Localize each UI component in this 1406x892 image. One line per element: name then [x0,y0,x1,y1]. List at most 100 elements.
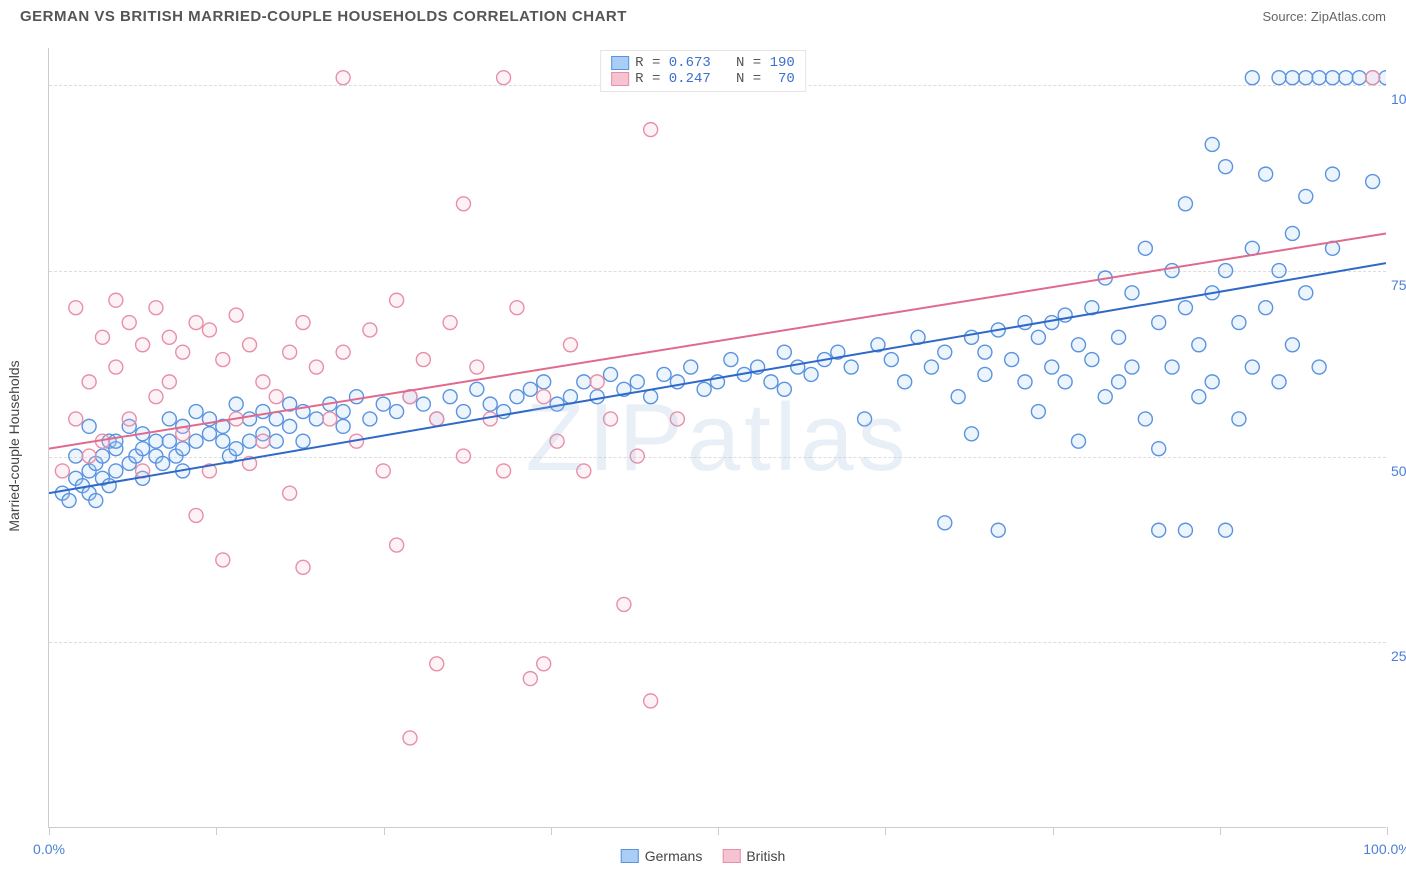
data-point [1018,375,1032,389]
legend-swatch [611,56,629,70]
data-point [630,375,644,389]
data-point [898,375,912,389]
data-point [1245,71,1259,85]
data-point [82,375,96,389]
data-point [617,597,631,611]
data-point [470,382,484,396]
data-point [1112,330,1126,344]
x-tick [1387,827,1388,835]
x-tick [216,827,217,835]
data-point [69,301,83,315]
legend-item: Germans [621,848,703,864]
data-point [844,360,858,374]
x-tick [384,827,385,835]
data-point [283,419,297,433]
data-point [243,338,257,352]
data-point [269,412,283,426]
data-point [1071,434,1085,448]
data-point [416,397,430,411]
data-point [95,449,109,463]
x-tick [885,827,886,835]
data-point [122,316,136,330]
data-point [283,486,297,500]
y-axis-label: Married-couple Households [6,360,22,531]
data-point [109,464,123,478]
data-point [390,405,404,419]
data-point [1272,71,1286,85]
data-point [55,464,69,478]
data-point [777,382,791,396]
data-point [1366,175,1380,189]
data-point [1299,286,1313,300]
data-point [858,412,872,426]
data-point [644,123,658,137]
data-point [336,345,350,359]
data-point [604,367,618,381]
data-point [804,367,818,381]
data-point [924,360,938,374]
data-point [1152,442,1166,456]
data-point [136,442,150,456]
data-point [577,464,591,478]
x-tick [718,827,719,835]
data-point [216,553,230,567]
data-point [376,397,390,411]
data-point [1285,71,1299,85]
data-point [537,375,551,389]
data-point [430,412,444,426]
data-point [189,434,203,448]
data-point [243,434,257,448]
data-point [1312,360,1326,374]
data-point [1259,167,1273,181]
data-point [697,382,711,396]
data-point [122,412,136,426]
data-point [951,390,965,404]
data-point [109,293,123,307]
data-point [938,345,952,359]
data-point [296,316,310,330]
data-point [443,316,457,330]
data-point [537,390,551,404]
data-point [1285,226,1299,240]
data-point [390,293,404,307]
data-point [269,434,283,448]
data-point [1326,167,1340,181]
data-point [69,412,83,426]
data-point [991,523,1005,537]
data-point [309,412,323,426]
data-point [657,367,671,381]
data-point [229,442,243,456]
data-point [1259,301,1273,315]
data-point [1165,264,1179,278]
data-point [109,360,123,374]
data-point [416,353,430,367]
data-point [156,456,170,470]
legend-bottom: GermansBritish [621,848,785,864]
data-point [1205,137,1219,151]
chart-plot-area: ZIPatlas 25.0%50.0%75.0%100.0%0.0%100.0% [48,48,1386,828]
data-point [1152,316,1166,330]
data-point [229,397,243,411]
x-tick [1220,827,1221,835]
data-point [202,427,216,441]
y-tick-label: 100.0% [1391,91,1406,107]
data-point [1152,523,1166,537]
x-tick [551,827,552,835]
data-point [510,390,524,404]
data-point [724,353,738,367]
data-point [1125,286,1139,300]
data-point [1178,301,1192,315]
data-point [296,434,310,448]
data-point [296,560,310,574]
data-point [336,71,350,85]
data-point [884,353,898,367]
data-point [590,390,604,404]
data-point [149,390,163,404]
data-point [69,449,83,463]
y-tick-label: 75.0% [1391,277,1406,293]
data-point [1058,375,1072,389]
data-point [563,390,577,404]
data-point [82,449,96,463]
data-point [363,323,377,337]
legend-stat-text: R = 0.247 N = 70 [635,71,795,87]
